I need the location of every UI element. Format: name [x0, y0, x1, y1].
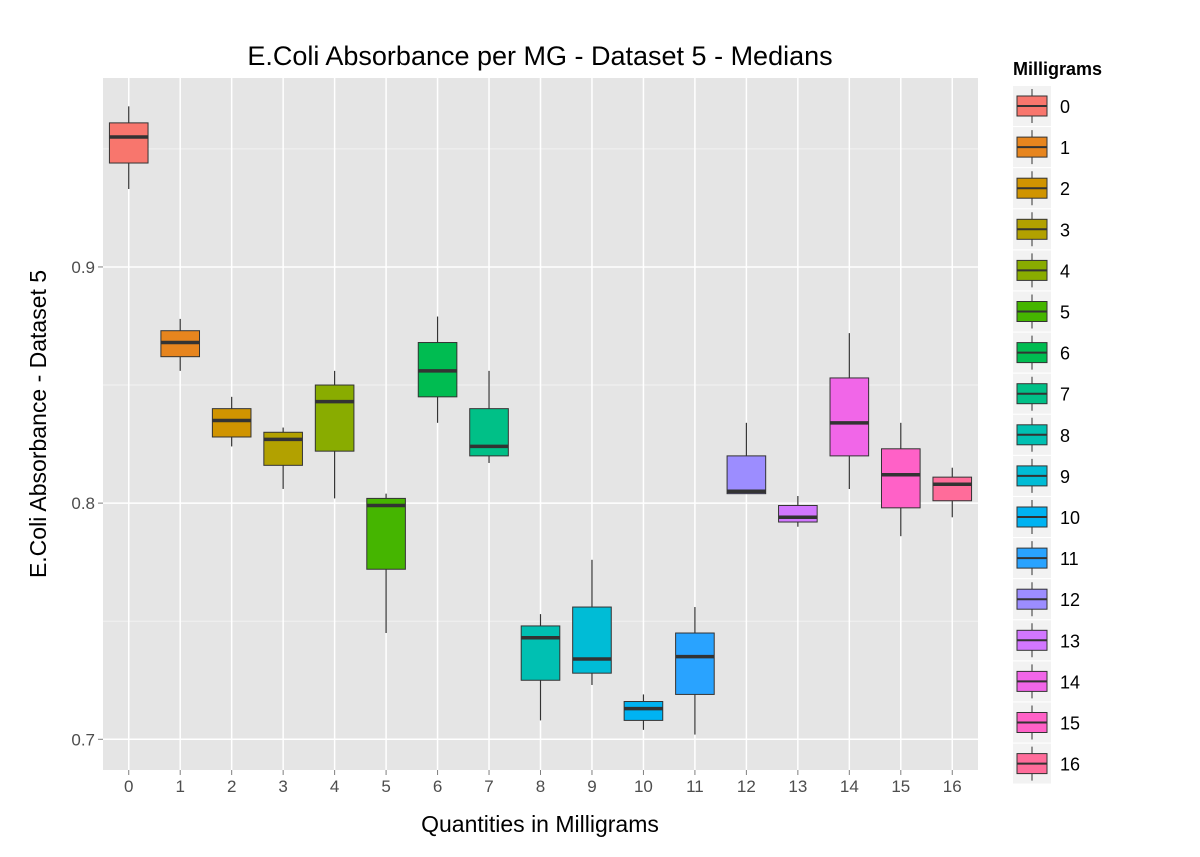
x-tick-label: 5 — [381, 777, 390, 796]
legend-item-15: 15 — [1013, 702, 1080, 743]
box — [880, 448, 921, 509]
x-tick-label: 6 — [433, 777, 442, 796]
legend-label: 8 — [1060, 426, 1070, 446]
box-15 — [880, 422, 921, 537]
legend-item-0: 0 — [1013, 86, 1070, 126]
legend-item-5: 5 — [1013, 291, 1070, 332]
x-tick-label: 13 — [788, 777, 807, 796]
legend-title: Milligrams — [1013, 59, 1102, 79]
box-13 — [778, 496, 818, 527]
box — [469, 408, 509, 457]
legend-item-1: 1 — [1013, 127, 1070, 168]
legend-label: 5 — [1060, 303, 1070, 323]
x-tick-label: 7 — [484, 777, 493, 796]
box — [675, 632, 715, 695]
legend-item-2: 2 — [1013, 168, 1070, 209]
legend-label: 9 — [1060, 467, 1070, 487]
legend-label: 0 — [1060, 97, 1070, 117]
box-1 — [160, 318, 201, 371]
legend-label: 3 — [1060, 220, 1070, 240]
legend-label: 1 — [1060, 138, 1070, 158]
box — [366, 497, 406, 570]
x-tick-label: 9 — [587, 777, 596, 796]
box — [778, 504, 818, 523]
legend-item-10: 10 — [1013, 497, 1080, 537]
legend-label: 12 — [1060, 590, 1080, 610]
box-9 — [572, 559, 612, 685]
x-tick-label: 15 — [891, 777, 910, 796]
y-tick-label: 0.8 — [71, 494, 95, 513]
box-11 — [675, 607, 715, 735]
legend-item-9: 9 — [1013, 455, 1070, 496]
box — [263, 431, 303, 466]
box — [572, 606, 612, 674]
x-tick-label: 3 — [278, 777, 287, 796]
box — [211, 408, 252, 438]
x-tick-label: 4 — [330, 777, 339, 796]
y-axis-label: E.Coli Absorbance - Dataset 5 — [25, 270, 51, 578]
box — [623, 701, 664, 721]
box-0 — [108, 106, 149, 190]
x-tick-label: 11 — [686, 777, 704, 796]
x-tick-label: 14 — [840, 777, 859, 796]
legend-item-3: 3 — [1013, 209, 1070, 250]
box-7 — [469, 370, 509, 463]
x-tick-label: 16 — [943, 777, 962, 796]
box-12 — [726, 422, 767, 495]
legend-item-4: 4 — [1013, 250, 1070, 291]
legend-item-12: 12 — [1013, 579, 1080, 620]
box-2 — [211, 396, 252, 447]
box — [520, 625, 561, 681]
box — [314, 384, 355, 452]
legend-item-14: 14 — [1013, 661, 1080, 702]
x-tick-label: 10 — [634, 777, 653, 796]
box-5 — [366, 493, 406, 634]
legend-item-16: 16 — [1013, 743, 1080, 784]
y-tick-label: 0.7 — [71, 730, 95, 749]
legend-label: 16 — [1060, 755, 1080, 775]
box-16 — [932, 467, 973, 518]
box-3 — [263, 427, 303, 489]
legend-label: 11 — [1060, 549, 1079, 569]
box — [108, 122, 149, 164]
legend-item-8: 8 — [1013, 414, 1070, 455]
box-6 — [417, 316, 458, 423]
legend-item-11: 11 — [1013, 538, 1079, 579]
box — [829, 377, 870, 457]
legend-label: 10 — [1060, 508, 1080, 528]
x-tick-label: 1 — [175, 777, 184, 796]
legend-label: 14 — [1060, 672, 1080, 692]
x-tick-label: 12 — [737, 777, 756, 796]
legend-label: 4 — [1060, 261, 1070, 281]
box-10 — [623, 694, 664, 730]
legend-item-13: 13 — [1013, 620, 1080, 661]
legend-item-7: 7 — [1013, 373, 1070, 414]
x-tick-label: 2 — [227, 777, 236, 796]
legend-label: 2 — [1060, 179, 1070, 199]
legend-label: 13 — [1060, 631, 1080, 651]
x-axis-label: Quantities in Milligrams — [421, 811, 659, 837]
y-tick-label: 0.9 — [71, 258, 95, 277]
box-14 — [829, 333, 870, 489]
chart-title: E.Coli Absorbance per MG - Dataset 5 - M… — [247, 41, 832, 71]
legend-label: 7 — [1060, 385, 1070, 405]
legend-label: 6 — [1060, 344, 1070, 364]
box-8 — [520, 614, 561, 721]
box — [726, 455, 767, 495]
box-4 — [314, 370, 355, 499]
legend-label: 15 — [1060, 714, 1080, 734]
legend-item-6: 6 — [1013, 332, 1070, 373]
x-tick-label: 0 — [124, 777, 133, 796]
box — [932, 476, 973, 502]
x-tick-label: 8 — [536, 777, 545, 796]
